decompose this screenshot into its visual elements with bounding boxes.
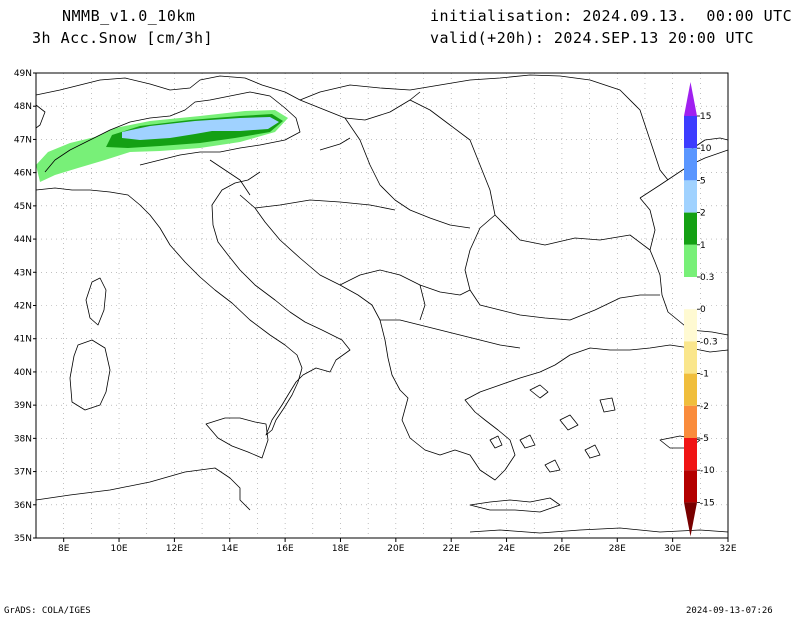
legend-swatch bbox=[684, 277, 697, 310]
footer-timestamp: 2024-09-13-07:26 bbox=[686, 606, 773, 616]
lat-label: 45N bbox=[14, 202, 32, 212]
legend-swatch bbox=[684, 470, 697, 503]
legend-swatch bbox=[684, 309, 697, 342]
lat-label: 41N bbox=[14, 335, 32, 345]
lat-lon-grid bbox=[36, 73, 728, 538]
legend-label: 0.3 bbox=[700, 273, 714, 283]
valid-time: valid(+20h): 2024.SEP.13 20:00 UTC bbox=[430, 29, 755, 47]
footer-credit: GrADS: COLA/IGES bbox=[4, 606, 91, 616]
legend-swatch bbox=[684, 244, 697, 277]
legend-label: -2 bbox=[700, 402, 709, 412]
lon-label: 30E bbox=[664, 544, 681, 554]
lat-label: 46N bbox=[14, 169, 32, 179]
color-legend: 15 10 5 2 1 0.3 0 -0.3 -1 -2 -5 -10 -15 bbox=[684, 82, 718, 537]
lon-label: 12E bbox=[166, 544, 183, 554]
longitude-labels: 8E 10E 12E 14E 16E 18E 20E 22E 24E 26E 28E 30E 32E bbox=[58, 544, 737, 554]
lon-label: 18E bbox=[332, 544, 349, 554]
snow-accumulation-field bbox=[36, 110, 288, 182]
model-name: NMMB_v1.0_10km bbox=[62, 7, 196, 25]
lon-label: 20E bbox=[387, 544, 404, 554]
latitude-labels: 49N 48N 47N 46N 45N 44N 43N 42N 41N 40N 39N 38N 37N 3… bbox=[14, 69, 32, 544]
legend-label: 5 bbox=[700, 176, 706, 186]
legend-label: 1 bbox=[700, 241, 706, 251]
legend-label: 10 bbox=[700, 144, 712, 154]
legend-swatch bbox=[684, 405, 697, 438]
lat-label: 39N bbox=[14, 401, 32, 411]
legend-label: -10 bbox=[700, 466, 715, 476]
lat-label: 49N bbox=[14, 69, 32, 79]
legend-swatch bbox=[684, 373, 697, 406]
legend-label: -5 bbox=[700, 434, 709, 444]
legend-swatch bbox=[684, 438, 697, 471]
init-time: initialisation: 2024.09.13. 00:00 UTC bbox=[430, 7, 793, 25]
lon-label: 10E bbox=[110, 544, 127, 554]
lon-label: 14E bbox=[221, 544, 238, 554]
lon-label: 22E bbox=[443, 544, 460, 554]
lon-label: 28E bbox=[609, 544, 626, 554]
legend-swatch bbox=[684, 116, 697, 149]
lat-label: 36N bbox=[14, 501, 32, 511]
legend-label: 0 bbox=[700, 305, 706, 315]
lon-label: 24E bbox=[498, 544, 515, 554]
lat-label: 44N bbox=[14, 235, 32, 245]
legend-label: -1 bbox=[700, 370, 709, 380]
legend-swatch bbox=[684, 180, 697, 213]
legend-bottom-arrow bbox=[684, 502, 697, 537]
lon-label: 26E bbox=[553, 544, 570, 554]
legend-label: -15 bbox=[700, 498, 715, 508]
coastlines-and-borders bbox=[36, 74, 728, 534]
lon-label: 32E bbox=[719, 544, 736, 554]
lat-label: 37N bbox=[14, 468, 32, 478]
legend-top-arrow bbox=[684, 82, 697, 116]
lat-label: 48N bbox=[14, 102, 32, 112]
field-name: 3h Acc.Snow [cm/3h] bbox=[32, 29, 214, 47]
lat-label: 40N bbox=[14, 368, 32, 378]
lon-label: 16E bbox=[277, 544, 294, 554]
lon-label: 8E bbox=[58, 544, 70, 554]
lat-label: 35N bbox=[14, 534, 32, 544]
legend-swatch bbox=[684, 148, 697, 181]
legend-label: 2 bbox=[700, 209, 706, 219]
legend-swatch bbox=[684, 341, 697, 374]
lat-label: 42N bbox=[14, 302, 32, 312]
legend-swatch bbox=[684, 212, 697, 245]
legend-label: 15 bbox=[700, 112, 711, 122]
lat-label: 38N bbox=[14, 434, 32, 444]
axis-ticks bbox=[33, 72, 729, 542]
lat-label: 43N bbox=[14, 268, 32, 278]
legend-label: -0.3 bbox=[700, 337, 718, 347]
lat-label: 47N bbox=[14, 135, 32, 145]
